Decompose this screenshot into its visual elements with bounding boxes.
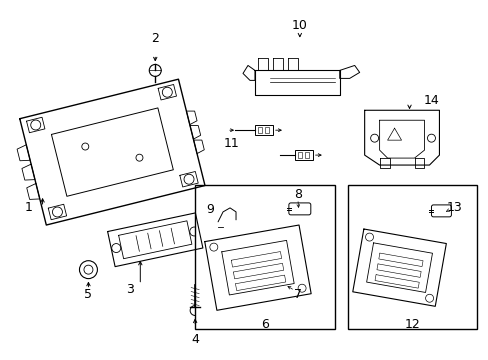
Text: 6: 6 (261, 318, 268, 331)
Bar (294, 150, 312, 160)
Text: 11: 11 (224, 137, 240, 150)
Bar (304, 152, 308, 158)
Text: 1: 1 (24, 201, 33, 215)
Bar (264, 127, 268, 133)
Bar (347, 185, 476, 329)
Text: 10: 10 (291, 19, 307, 32)
Bar (254, 125, 272, 135)
Bar (195, 185, 334, 329)
Bar (258, 127, 262, 133)
Text: 4: 4 (191, 333, 199, 346)
Text: 14: 14 (423, 94, 438, 107)
FancyBboxPatch shape (430, 205, 450, 217)
Text: 12: 12 (404, 318, 420, 331)
Text: 7: 7 (293, 288, 301, 301)
Text: 2: 2 (151, 32, 159, 45)
Text: 13: 13 (446, 201, 461, 215)
Text: 5: 5 (84, 288, 92, 301)
FancyBboxPatch shape (288, 203, 310, 215)
Bar (297, 152, 301, 158)
Text: 3: 3 (126, 283, 134, 296)
Text: 8: 8 (293, 188, 301, 202)
Text: 9: 9 (206, 203, 214, 216)
